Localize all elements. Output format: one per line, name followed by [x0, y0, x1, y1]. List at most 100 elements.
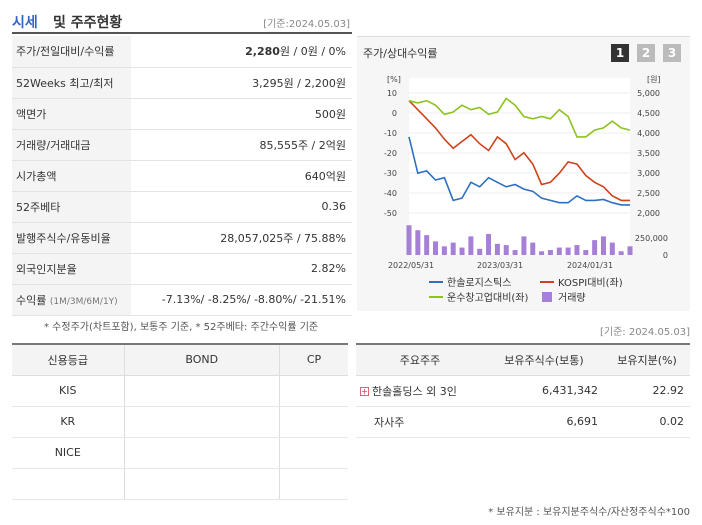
volume-bar: [424, 235, 430, 255]
info-row: 주가/전일대비/수익률 2,280원 / 0원 / 0%: [12, 36, 352, 68]
series-line-2: [408, 97, 631, 138]
right-tick-label: 3,500: [637, 149, 660, 158]
returns-label: 수익률: [16, 293, 47, 307]
info-label: 거래량/거래대금: [12, 129, 131, 161]
left-tick-label: -30: [384, 169, 397, 178]
credit-row: [12, 468, 348, 500]
volume-bar: [406, 225, 412, 255]
info-row: 시가총액 640억원: [12, 160, 352, 192]
volume-bar: [574, 245, 580, 255]
stock-info-table: 주가/전일대비/수익률 2,280원 / 0원 / 0% 52Weeks 최고/최저…: [12, 36, 352, 316]
credit-cell: KIS: [12, 375, 124, 407]
credit-rating-table: 신용등급 BOND CP KIS KR NICE: [12, 343, 348, 500]
credit-row: KR: [12, 406, 348, 438]
x-tick-label: 2023/03/31: [477, 261, 523, 270]
credit-cell: KR: [12, 406, 124, 438]
reference-date: [기준:2024.05.03]: [263, 19, 350, 30]
credit-cell: [279, 375, 348, 407]
info-row: 액면가 500원: [12, 98, 352, 130]
section-title: 시세: [12, 15, 38, 31]
legend-label: 한솔로지스틱스: [447, 277, 511, 289]
info-label: 발행주식수/유동비율: [12, 222, 131, 254]
info-label: 주가/전일대비/수익률: [12, 36, 131, 68]
left-axis-unit: [%]: [387, 75, 401, 84]
volume-bar: [530, 242, 536, 255]
returns-periods: (1M/3M/6M/1Y): [49, 296, 118, 307]
price-chart-panel: 주가/상대수익률 1 2 3 [%] [원] 10 0 -10 -20 -30 -40 -50 5…: [357, 36, 690, 311]
credit-header: CP: [279, 343, 348, 376]
volume-bar: [459, 247, 465, 255]
volume-bar: [450, 242, 456, 255]
holder-shares: 6,431,342: [484, 375, 604, 407]
chart-title: 주가/상대수익률: [363, 47, 438, 60]
info-value: 640억원: [131, 160, 352, 192]
volume-bar: [556, 247, 562, 255]
volume-bar: [433, 241, 439, 255]
holders-header: 보유주식수(보통): [484, 343, 604, 376]
holder-row: 자사주 6,691 0.02: [356, 406, 690, 438]
footnote-right-date: [기준: 2024.05.03]: [599, 327, 690, 338]
right-tick-label: 2,500: [637, 189, 660, 198]
credit-cell: [279, 406, 348, 438]
volume-bar: [583, 250, 589, 255]
left-tick-label: -10: [384, 129, 397, 138]
volume-bar: [477, 248, 483, 255]
volume-tick-label: 250,000: [635, 234, 668, 243]
chart-page-1-button[interactable]: 1: [611, 44, 629, 62]
left-tick-label: 10: [387, 89, 397, 98]
info-value: 0.36: [131, 191, 352, 223]
holder-shares: 6,691: [484, 406, 604, 438]
series-line-1: [408, 100, 630, 202]
holder-name: 한솔홀딩스 외 3인: [372, 384, 457, 398]
chart-page-2-button[interactable]: 2: [637, 44, 655, 62]
volume-bar: [565, 247, 571, 255]
credit-cell: [279, 468, 348, 500]
volume-bar: [521, 236, 527, 255]
volume-bar: [627, 246, 633, 255]
volume-bar: [486, 233, 492, 255]
left-tick-label: -40: [384, 189, 397, 198]
info-row: 발행주식수/유동비율 28,057,025주 / 75.88%: [12, 222, 352, 254]
plot-area: [409, 78, 630, 255]
holders-header: 보유지분(%): [604, 343, 690, 376]
footnote-bottom: * 보유지분 : 보유지분주식수/자산정주식수*100: [488, 507, 690, 518]
credit-cell: [123, 375, 280, 407]
section-subtitle: 및 주주현황: [53, 15, 123, 31]
credit-cell: [123, 406, 280, 438]
left-tick-label: -50: [384, 209, 397, 218]
info-value: 28,057,025주 / 75.88%: [131, 222, 352, 254]
credit-header: BOND: [123, 343, 280, 376]
price-strong: 2,280: [245, 45, 280, 59]
info-value: 85,555주 / 2억원: [131, 129, 352, 161]
series-line-0: [408, 136, 630, 206]
credit-cell: NICE: [12, 437, 124, 469]
info-value: 3,295원 / 2,200원: [131, 67, 352, 99]
info-label: 외국인지분율: [12, 253, 131, 285]
volume-bar: [609, 242, 615, 255]
chart-page-3-button[interactable]: 3: [663, 44, 681, 62]
info-label: 액면가: [12, 98, 131, 130]
holder-pct: 0.02: [604, 406, 690, 438]
x-tick-label: 2022/05/31: [388, 261, 434, 270]
volume-bar: [512, 250, 518, 255]
holders-header: 주요주주: [356, 343, 484, 376]
volume-bar: [539, 251, 545, 255]
left-tick-label: 0: [392, 109, 397, 118]
credit-row: KIS: [12, 375, 348, 407]
right-tick-label: 3,000: [637, 169, 660, 178]
info-value: 2.82%: [131, 253, 352, 285]
footnote-left: * 수정주가(차트포함), 보통주 기준, * 52주베타: 주간수익률 기준: [44, 322, 319, 333]
info-row: 거래량/거래대금 85,555주 / 2억원: [12, 129, 352, 161]
expand-plus-icon[interactable]: +: [360, 387, 369, 396]
info-label: 시가총액: [12, 160, 131, 192]
volume-bar: [618, 251, 624, 255]
right-tick-label: 4,000: [637, 129, 660, 138]
holder-pct: 22.92: [604, 375, 690, 407]
credit-header: 신용등급: [12, 343, 124, 376]
holder-name: 자사주: [374, 415, 405, 429]
legend-label: 거래량: [558, 292, 586, 304]
right-tick-label: 5,000: [637, 89, 660, 98]
info-row: 52Weeks 최고/최저 3,295원 / 2,200원: [12, 67, 352, 99]
volume-bar: [441, 246, 447, 255]
volume-bar: [494, 243, 500, 255]
